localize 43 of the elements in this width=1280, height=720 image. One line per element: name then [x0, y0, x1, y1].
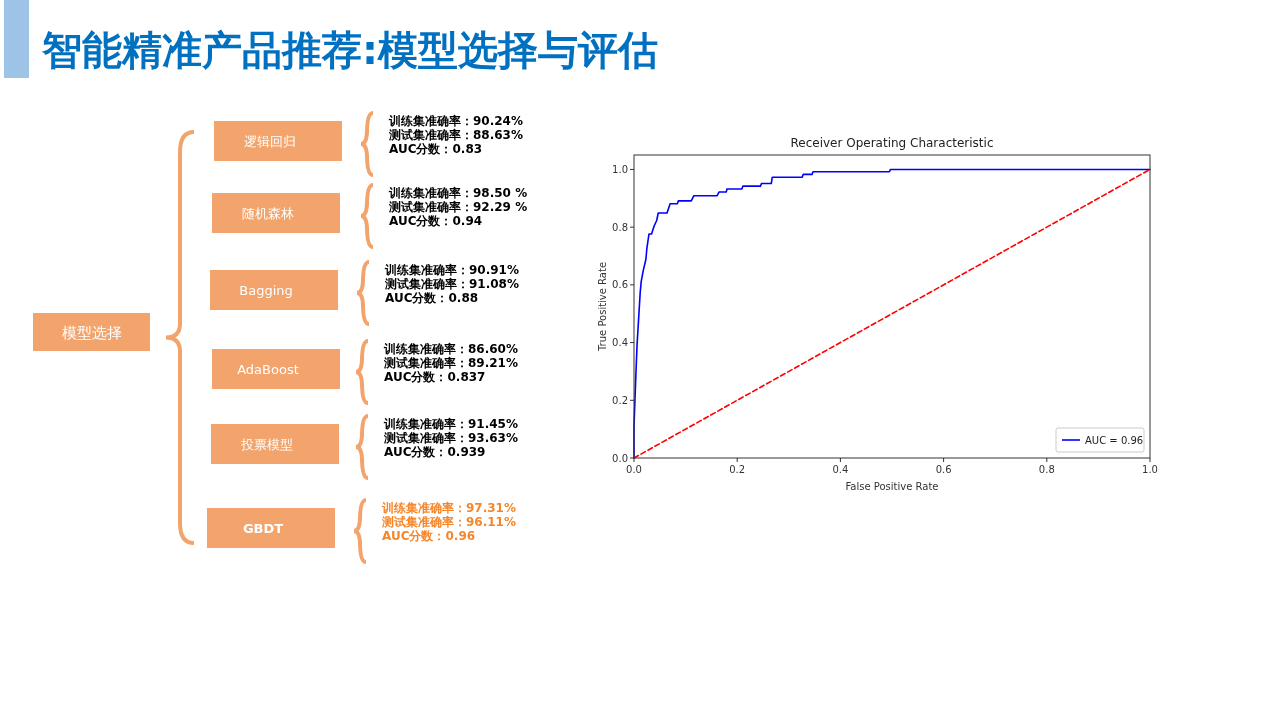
text: 投票模型 — [240, 437, 293, 452]
x-tick-label: 0.0 — [626, 464, 642, 475]
y-tick-label: 1.0 — [612, 163, 628, 175]
text: 模型选择 — [61, 324, 122, 342]
x-tick-label: 0.8 — [1038, 464, 1055, 475]
x-axis-title: False Positive Rate — [845, 481, 939, 492]
y-axis-title: True Positive Rate — [597, 261, 608, 353]
text: 测试集准确率：89.21% — [383, 356, 518, 370]
chart-title: Receiver Operating Characteristic — [790, 136, 994, 150]
text: 测试集准确率：96.11% — [381, 515, 516, 529]
text: 训练集准确率：97.31% — [381, 501, 516, 515]
y-tick-label: 0.4 — [612, 337, 628, 349]
x-tick-label: 0.2 — [729, 464, 746, 475]
text: AUC分数：0.96 — [382, 529, 476, 543]
text: 测试集准确率：88.63% — [388, 128, 523, 142]
text: AdaBoost — [237, 362, 299, 377]
x-tick-label: 0.6 — [935, 464, 952, 475]
text: 训练集准确率：86.60% — [383, 342, 518, 356]
text: 随机森林 — [242, 206, 294, 221]
y-tick-label: 0.8 — [612, 221, 628, 233]
text: AUC分数：0.939 — [384, 445, 486, 459]
text: 测试集准确率：92.29 % — [388, 200, 528, 214]
text: 智能精准产品推荐:模型选择与评估 — [41, 27, 658, 73]
line-series — [633, 168, 1151, 459]
text: 训练集准确率：98.50 % — [388, 186, 528, 200]
text: 训练集准确率：90.91% — [384, 263, 519, 277]
text: 逻辑回归 — [244, 134, 296, 149]
text: 测试集准确率：93.63% — [383, 431, 518, 445]
text: AUC分数：0.94 — [389, 214, 483, 228]
text: 训练集准确率：91.45% — [383, 417, 518, 431]
x-tick-label: 0.4 — [832, 464, 849, 475]
text: 训练集准确率：90.24% — [388, 114, 523, 128]
text: 测试集准确率：91.08% — [384, 277, 519, 291]
text: AUC分数：0.83 — [389, 142, 483, 156]
y-tick-label: 0.6 — [612, 279, 628, 291]
text: AUC分数：0.837 — [384, 370, 486, 384]
text: GBDT — [242, 521, 284, 536]
text: Bagging — [239, 283, 293, 298]
text: AUC分数：0.88 — [385, 291, 479, 305]
legend-label: AUC = 0.96 — [1085, 434, 1144, 446]
x-tick-label: 1.0 — [1142, 464, 1158, 475]
y-tick-label: 0.0 — [612, 452, 628, 464]
y-tick-label: 0.2 — [612, 394, 628, 406]
